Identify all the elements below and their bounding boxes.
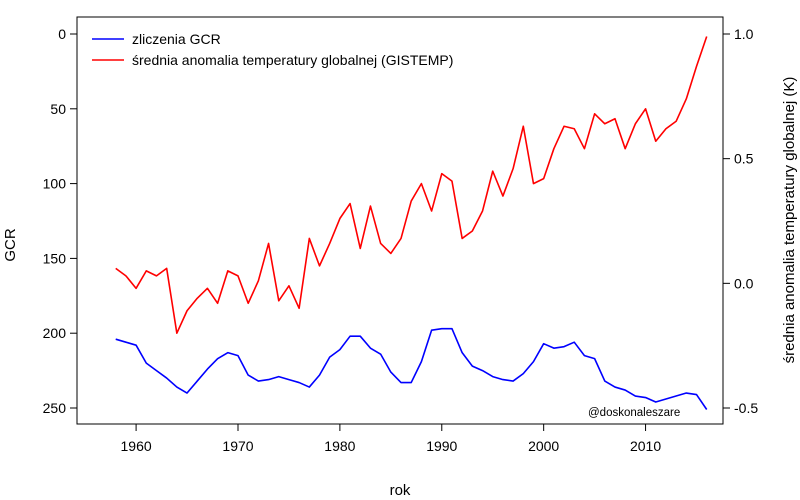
series-layer <box>115 36 708 410</box>
x-tick-label: 1960 <box>121 438 152 454</box>
plot-frame <box>76 16 724 425</box>
right-tick-label: 0.5 <box>734 151 754 167</box>
left-y-axis: 0 50 100 150 200 250 <box>43 26 77 416</box>
right-tick-label: -0.5 <box>734 400 758 416</box>
legend: zliczenia GCR średnia anomalia temperatu… <box>92 31 453 68</box>
x-tick-label: 2010 <box>630 438 661 454</box>
x-tick-label: 1980 <box>324 438 355 454</box>
left-tick-label: 250 <box>43 400 67 416</box>
legend-label-gcr: zliczenia GCR <box>132 31 221 47</box>
series-line-gcr <box>115 327 708 410</box>
left-tick-label: 200 <box>43 325 67 341</box>
left-axis-title: GCR <box>2 228 19 262</box>
x-axis: 1960 1970 1980 1990 2000 2010 <box>121 424 661 454</box>
right-y-axis: 1.0 0.5 0.0 -0.5 <box>723 26 758 416</box>
left-tick-label: 100 <box>43 176 67 192</box>
x-tick-label: 1990 <box>426 438 457 454</box>
x-tick-label: 1970 <box>222 438 253 454</box>
series-line-gistemp <box>115 36 708 335</box>
right-tick-label: 0.0 <box>734 275 754 291</box>
credit-label: @doskonaleszare <box>588 407 680 419</box>
right-tick-label: 1.0 <box>734 26 754 42</box>
x-axis-title: rok <box>390 482 411 499</box>
right-axis-title: średnia anomalia temperatury globalnej (… <box>781 77 798 364</box>
left-tick-label: 50 <box>50 101 66 117</box>
left-tick-label: 150 <box>43 250 67 266</box>
legend-label-gistemp: średnia anomalia temperatury globalnej (… <box>132 52 453 68</box>
x-tick-label: 2000 <box>528 438 559 454</box>
left-tick-label: 0 <box>58 26 66 42</box>
